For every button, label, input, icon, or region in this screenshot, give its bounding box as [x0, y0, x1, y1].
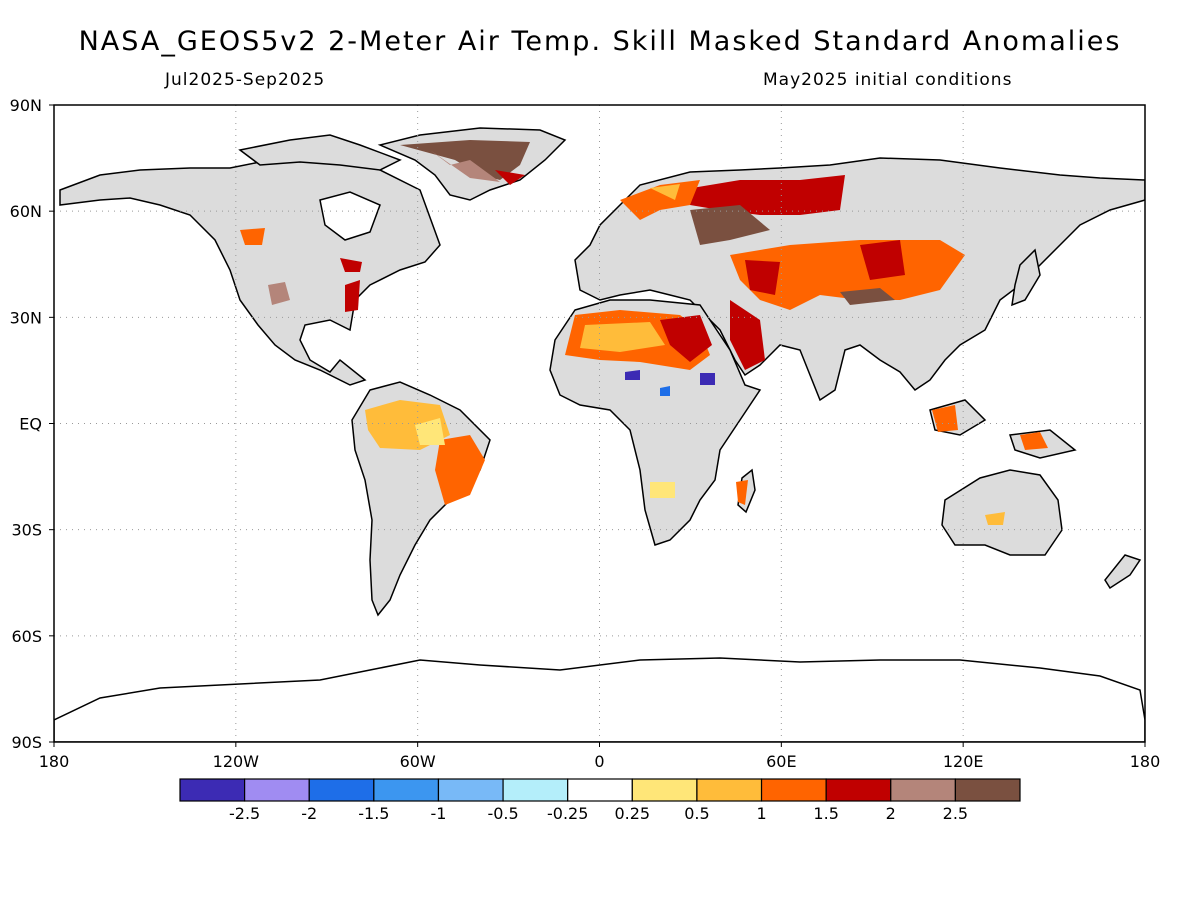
lat-tick-label: 90S: [11, 733, 42, 752]
latitude-labels: 90N 60N 30N EQ 30S 60S 90S: [10, 96, 54, 752]
longitude-labels: 180 120W 60W 0 60E 120E 180: [39, 742, 1161, 771]
legend-label: 0.5: [684, 804, 709, 823]
lon-tick-label: 180: [1130, 752, 1161, 771]
new-zealand-land: [1104, 554, 1142, 590]
legend-swatch: [954, 778, 1021, 802]
lat-tick-label: 30N: [10, 308, 42, 327]
lon-tick-label: 120W: [213, 752, 260, 771]
legend-label: -0.5: [487, 804, 518, 823]
legend-swatch: [244, 778, 310, 802]
lon-tick-label: 0: [594, 752, 604, 771]
legend-label: 2.5: [943, 804, 968, 823]
graticule: [54, 105, 1145, 742]
legend-swatch: [696, 778, 763, 802]
legend-label: 2: [886, 804, 896, 823]
legend-swatch: [890, 778, 956, 802]
japan-land: [1011, 248, 1041, 307]
legend-swatch: [567, 778, 633, 802]
legend-swatch: [631, 778, 698, 802]
legend-label: 1.5: [813, 804, 838, 823]
anomaly-patches: [240, 140, 1048, 525]
legend-label: -0.25: [547, 804, 588, 823]
hudson-bay: [319, 191, 381, 241]
lat-tick-label: 60N: [10, 202, 42, 221]
period-label: Jul2025-Sep2025: [165, 70, 326, 90]
arctic-islands: [238, 134, 402, 171]
legend-swatch: [373, 778, 440, 802]
legend-swatch: [760, 778, 827, 802]
lat-tick-label: 30S: [11, 521, 42, 540]
chart-title: NASA_GEOS5v2 2-Meter Air Temp. Skill Mas…: [78, 26, 1122, 57]
legend-label: 1: [756, 804, 766, 823]
legend-swatch: [437, 778, 504, 802]
lon-tick-label: 60W: [400, 752, 436, 771]
legend-swatch: [825, 778, 892, 802]
legend-swatch: [502, 778, 569, 802]
lon-tick-label: 180: [39, 752, 70, 771]
legend-label: -2: [301, 804, 317, 823]
north-america-land: [59, 149, 441, 386]
lon-tick-label: 60E: [766, 752, 796, 771]
legend-label: -2.5: [229, 804, 260, 823]
land-layer: [54, 127, 1145, 742]
legend-label: -1: [430, 804, 446, 823]
legend-swatch: [179, 778, 246, 802]
init-conditions-label: May2025 initial conditions: [763, 70, 1013, 90]
colorbar-legend: -2.5 -2 -1.5 -1 -0.5 -0.25 0.25 0.5 1 1.5 2 2.5: [179, 778, 1021, 823]
lat-tick-label: EQ: [19, 415, 42, 434]
lat-tick-label: 60S: [11, 627, 42, 646]
lat-tick-label: 90N: [10, 96, 42, 115]
legend-swatch: [308, 778, 375, 802]
legend-label: -1.5: [358, 804, 389, 823]
legend-label: 0.25: [614, 804, 650, 823]
lon-tick-label: 120E: [943, 752, 984, 771]
